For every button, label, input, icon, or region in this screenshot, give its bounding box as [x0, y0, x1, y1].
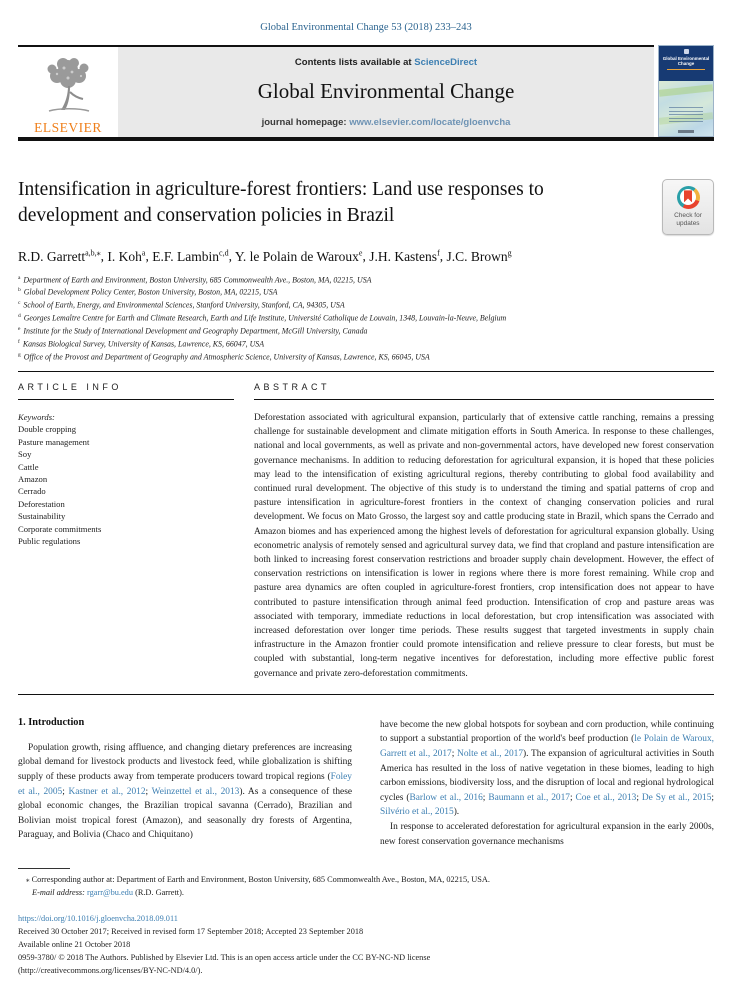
keyword-item: Public regulations — [18, 536, 81, 547]
affiliations-list: a Department of Earth and Environment, B… — [18, 273, 714, 363]
keywords-list: Double cropping Pasture management Soy Catt… — [18, 423, 234, 547]
journal-title: Global Environmental Change — [257, 79, 515, 103]
elsevier-wordmark: ELSEVIER — [34, 120, 102, 135]
keyword-item: Corporate commitments — [18, 523, 102, 534]
divider — [18, 370, 714, 372]
body-paragraph: In response to accelerated deforestation… — [380, 821, 714, 847]
introduction-section: 1. Introduction Population growth, risin… — [18, 717, 714, 849]
journal-cover-thumbnail: Global Environmental Change — [658, 45, 714, 137]
keyword-item: Amazon — [18, 473, 48, 484]
introduction-heading: 1. Introduction — [18, 716, 85, 728]
keyword-item: Cattle — [18, 461, 39, 472]
keyword-item: Soy — [18, 449, 32, 460]
author-name: J.H. Kastensf — [369, 248, 440, 264]
intro-column-left: Population growth, rising affluence, and… — [18, 741, 352, 843]
keyword-item: Double cropping — [18, 424, 76, 435]
citation-link[interactable]: Baumann et al., 2017 — [488, 792, 570, 803]
affiliation-line: g Office of the Provost and Department o… — [18, 352, 430, 362]
author-name: R.D. Garretta,b,⁎ — [18, 248, 101, 264]
copyright-line: 0959-3780/ © 2018 The Authors. Published… — [18, 953, 431, 963]
sciencedirect-link[interactable]: ScienceDirect — [414, 57, 478, 68]
check-updates-ribbon-icon — [676, 185, 700, 209]
affiliation-line: c School of Earth, Energy, and Environme… — [18, 300, 345, 310]
body-paragraph: Population growth, rising affluence, and… — [18, 742, 353, 841]
check-for-updates-badge[interactable]: Check for updates — [662, 179, 714, 235]
info-abstract-section: ARTICLE INFO Keywords: Double cropping Pa… — [18, 372, 714, 681]
article-info-heading: ARTICLE INFO — [18, 372, 234, 400]
received-dates: Received 30 October 2017; Received in re… — [18, 927, 364, 937]
keyword-item: Deforestation — [18, 498, 65, 509]
doi-link[interactable]: https://doi.org/10.1016/j.gloenvcha.2018… — [18, 914, 178, 924]
available-online: Available online 21 October 2018 — [18, 940, 131, 950]
divider — [18, 693, 714, 695]
citation-link[interactable]: Silvério et al., 2015 — [380, 807, 454, 818]
keywords-label: Keywords: — [18, 411, 55, 422]
email-link[interactable]: rgarr@bu.edu — [87, 887, 133, 897]
affiliation-line: f Kansas Biological Survey, University o… — [18, 339, 265, 349]
intro-column-right: have become the new global hotspots for … — [380, 718, 714, 849]
citation-link[interactable]: De Sy et al., 2015 — [641, 792, 712, 803]
author-name: E.F. Lambinc,d — [152, 248, 229, 264]
article-title: Intensification in agriculture-forest fr… — [18, 179, 544, 226]
email-note: E-mail address: rgarr@bu.edu (R.D. Garre… — [32, 887, 184, 897]
citation-link[interactable]: Nolte et al., 2017 — [457, 749, 524, 759]
keyword-item: Sustainability — [18, 511, 66, 522]
homepage-line: journal homepage: www.elsevier.com/locat… — [261, 117, 511, 128]
citation-link[interactable]: Coe et al., 2013 — [575, 792, 637, 803]
affiliation-line: e Institute for the Study of Internation… — [18, 326, 368, 336]
page-footer: ⁎ Corresponding author at: Department of… — [18, 868, 714, 977]
body-paragraph: have become the new global hotspots for … — [380, 719, 715, 818]
author-name: I. Koha — [107, 248, 146, 264]
running-head-citation: Global Environmental Change 53 (2018) 23… — [260, 22, 472, 33]
contents-line: Contents lists available at ScienceDirec… — [294, 57, 478, 68]
citation-link[interactable]: Barlow et al., 2016 — [409, 792, 483, 803]
citation-link[interactable]: Weinzettel et al., 2013 — [151, 786, 240, 797]
elsevier-logo: ELSEVIER — [18, 47, 118, 137]
keyword-item: Pasture management — [18, 436, 90, 447]
citation-link[interactable]: Foley et al., 2005 — [18, 772, 352, 797]
affiliation-line: d Georges Lemaître Centre for Earth and … — [18, 313, 507, 323]
abstract-text: Deforestation associated with agricultur… — [254, 412, 714, 679]
citation-link[interactable]: le Polain de Waroux, Garrett et al., 201… — [380, 734, 714, 759]
license-url: (http://creativecommons.org/licenses/BY-… — [18, 966, 203, 976]
keyword-item: Cerrado — [18, 486, 46, 497]
affiliation-line: a Department of Earth and Environment, B… — [18, 274, 372, 285]
author-name: J.C. Browng — [446, 248, 512, 264]
affiliation-line: b Global Development Policy Center, Bost… — [18, 287, 278, 298]
journal-header: ELSEVIER Contents lists available at Sci… — [18, 45, 714, 141]
journal-banner: Contents lists available at ScienceDirec… — [118, 47, 654, 137]
footnote-rule — [18, 868, 70, 869]
elsevier-tree-icon — [37, 54, 99, 119]
authors-line: R.D. Garretta,b,⁎, I. Koha, E.F. Lambinc… — [18, 248, 512, 264]
abstract-heading: ABSTRACT — [254, 372, 714, 400]
cover-title: Global Environmental Change — [662, 56, 710, 67]
author-name: Y. le Polain de Warouxe — [234, 248, 363, 264]
journal-homepage-link[interactable]: www.elsevier.com/locate/gloenvcha — [349, 117, 511, 128]
citation-link[interactable]: Kastner et al., 2012 — [68, 786, 146, 797]
cover-elsevier-mark-icon — [683, 49, 689, 54]
corresponding-author-note: ⁎ Corresponding author at: Department of… — [26, 875, 490, 884]
